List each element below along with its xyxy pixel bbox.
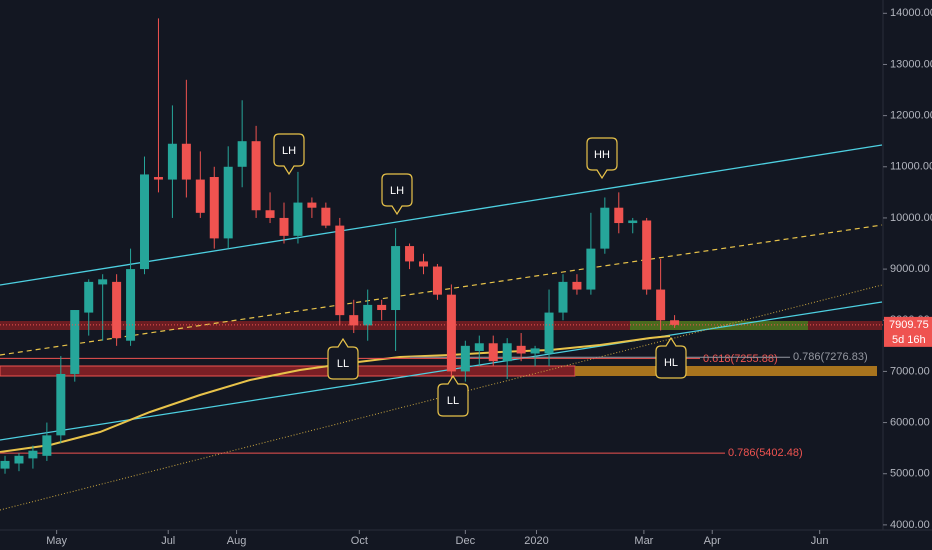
candle-body (223, 166, 233, 239)
x-tick-label: Aug (227, 535, 247, 547)
candle-body (56, 373, 66, 436)
callout (655, 336, 687, 379)
candle-body (656, 289, 666, 321)
callout-label: LH (282, 145, 296, 157)
candle-body (335, 225, 345, 316)
x-tick-label: 2020 (524, 535, 548, 547)
candle-body (195, 179, 205, 213)
last-price-label: 7909.75 (889, 319, 929, 331)
candle-body (460, 345, 470, 372)
y-tick-label: 6000.00 (890, 416, 930, 428)
candle-body (405, 246, 415, 262)
fib-label: 0.786(5402.48) (728, 447, 803, 459)
candle-body (349, 315, 359, 326)
candle-body (377, 304, 387, 311)
candle-body (628, 220, 638, 224)
candle-body (670, 320, 680, 325)
candle-body (153, 177, 163, 180)
callout (327, 337, 359, 380)
candle-body (279, 217, 289, 236)
candle-body (307, 202, 317, 208)
resistance-zone (0, 321, 882, 330)
demand-zone (575, 366, 877, 376)
trendline (0, 144, 883, 286)
candle-body (70, 310, 80, 374)
callout-label: LH (390, 185, 404, 197)
callout-label: HH (594, 149, 610, 161)
callout-label: LL (337, 358, 349, 370)
candle-body (432, 266, 442, 295)
candle-body (209, 177, 219, 239)
fib-label: 0.786(7276.83) (793, 351, 868, 363)
y-tick-label: 13000.00 (890, 58, 932, 70)
candle-body (516, 345, 526, 354)
candle-body (237, 141, 247, 167)
x-tick-label: May (46, 535, 67, 547)
candle-body (558, 281, 568, 313)
support-zone (630, 321, 808, 330)
candle-body (363, 304, 373, 326)
candle-body (14, 455, 24, 464)
candle-body (391, 246, 401, 311)
x-tick-label: Oct (351, 535, 368, 547)
candle-body (42, 435, 52, 456)
candle-body (126, 269, 136, 341)
candle-body (474, 343, 484, 351)
candle-body (586, 248, 596, 290)
x-tick-label: Apr (704, 535, 721, 547)
demand-zone (0, 365, 576, 377)
candle-body (530, 348, 540, 354)
fib-label: 0.618(7255.88) (703, 353, 778, 365)
callout-label: LL (447, 395, 459, 407)
callout (586, 137, 618, 180)
candle-body (614, 207, 624, 224)
candle-body (265, 210, 275, 218)
callout (273, 133, 305, 176)
candle-body (544, 312, 554, 354)
candle-body (642, 220, 652, 290)
x-tick-label: Mar (634, 535, 653, 547)
y-tick-label: 14000.00 (890, 7, 932, 19)
candle-body (446, 294, 456, 372)
countdown-label: 5d 16h (892, 334, 926, 346)
candle-body (98, 279, 108, 285)
candle-body (181, 143, 191, 180)
candle-body (488, 343, 498, 362)
candle-body (418, 261, 428, 267)
candle-body (140, 174, 150, 270)
y-tick-label: 12000.00 (890, 110, 932, 122)
candle-body (28, 450, 38, 459)
x-tick-label: Jul (161, 535, 175, 547)
candle-body (502, 343, 512, 362)
y-tick-label: 11000.00 (890, 161, 932, 173)
y-tick-label: 5000.00 (890, 468, 930, 480)
candle-body (84, 281, 94, 313)
candle-body (600, 207, 610, 249)
x-tick-label: Dec (456, 535, 476, 547)
y-tick-label: 10000.00 (890, 212, 932, 224)
candle-body (167, 143, 177, 180)
last-price-box (884, 316, 932, 347)
callout-label: HL (664, 357, 678, 369)
y-tick-label: 9000.00 (890, 263, 930, 275)
candle-body (321, 207, 331, 226)
candle-body (251, 141, 261, 211)
y-tick-label: 4000.00 (890, 519, 930, 531)
y-tick-label: 7000.00 (890, 365, 930, 377)
callout (381, 173, 413, 216)
x-tick-label: Jun (811, 535, 829, 547)
callout (437, 374, 469, 417)
candle-body (0, 460, 10, 469)
candle-body (572, 281, 582, 290)
candle-body (293, 202, 303, 236)
candle-body (112, 281, 122, 339)
